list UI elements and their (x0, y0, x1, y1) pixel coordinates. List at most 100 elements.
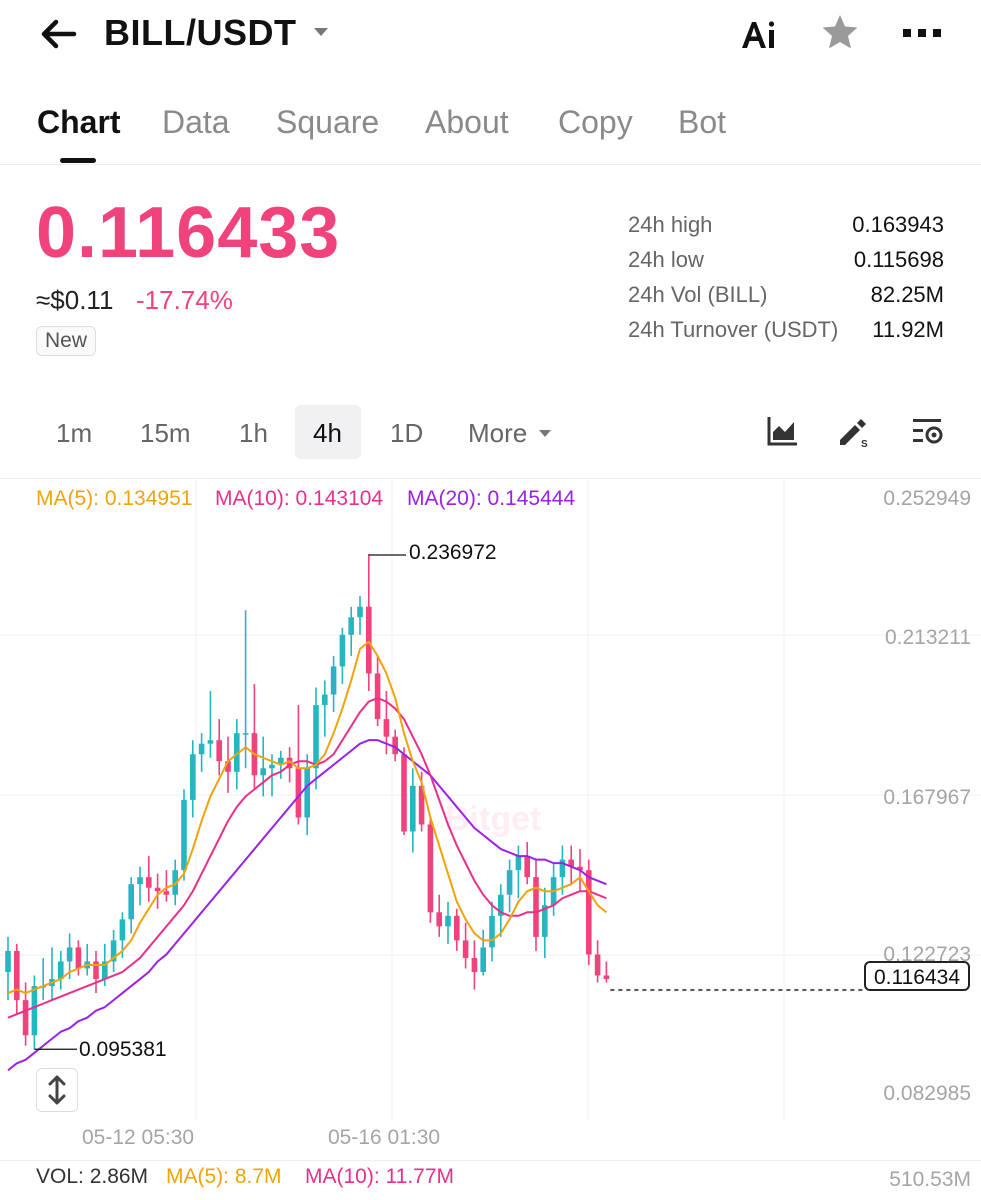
candle-down (286, 757, 293, 769)
timeframe-4h[interactable]: 4h (313, 418, 342, 448)
volume-legend: VOL: 2.86M (36, 1165, 149, 1188)
timeframe-1d[interactable]: 1D (390, 418, 424, 448)
candle-up (515, 856, 522, 871)
active-tab-indicator (60, 158, 96, 163)
candle-down (436, 912, 442, 927)
y-tick-label: 0.252949 (883, 487, 971, 510)
candle-down (418, 785, 425, 825)
candle-up (339, 634, 346, 667)
candle-up (330, 666, 337, 695)
candle-up (172, 870, 178, 895)
more-dropdown-caret-icon[interactable] (538, 428, 552, 438)
tab-square[interactable]: Square (276, 104, 380, 140)
candle-down (75, 947, 82, 969)
y-tick-label: 0.213211 (884, 626, 971, 649)
tab-copy[interactable]: Copy (558, 104, 633, 140)
candle-up (410, 785, 416, 832)
back-arrow-icon[interactable] (38, 14, 80, 54)
candle-down (524, 856, 530, 878)
ma5-legend: MA(5): 0.134951 (36, 487, 193, 510)
candle-up (506, 870, 513, 895)
candle-up (5, 950, 11, 973)
candle-up (137, 877, 143, 885)
tab-chart[interactable]: Chart (37, 104, 121, 140)
stat-24h-low-value: 0.115698 (853, 247, 944, 272)
candle-down (146, 877, 152, 888)
candle-down (366, 606, 372, 674)
candle-up (304, 768, 310, 818)
timeframe-more[interactable]: More (468, 418, 528, 448)
candle-down (295, 768, 302, 818)
vertical-arrows-icon (48, 1075, 66, 1105)
tab-data[interactable]: Data (162, 104, 230, 140)
candle-up (357, 606, 363, 618)
candle-up (480, 947, 486, 973)
candle-down (586, 870, 592, 955)
stat-24h-vol-value: 82.25M (870, 282, 944, 307)
pair-dropdown-caret-icon[interactable] (312, 25, 330, 39)
usd-equivalent: ≈$0.11 (36, 285, 114, 315)
y-tick-label: 0.082985 (883, 1082, 971, 1105)
candle-up (102, 961, 108, 980)
stat-24h-turnover-label: 24h Turnover (USDT) (628, 317, 839, 342)
stat-24h-high-label: 24h high (628, 212, 713, 237)
new-listing-badge: New (36, 326, 97, 356)
candle-down (93, 961, 99, 980)
candle-down (533, 877, 539, 937)
ma10-line (7, 697, 607, 1019)
stat-24h-high-value: 0.163943 (852, 212, 944, 237)
candle-up (234, 733, 240, 772)
favorite-star-icon[interactable] (820, 12, 860, 52)
candle-up (322, 694, 328, 706)
pair-title[interactable]: BILL/USDT (104, 12, 297, 53)
timeframe-active-bg (295, 405, 361, 459)
ai-assistant-icon[interactable] (740, 18, 780, 52)
candle-down (471, 957, 478, 973)
candle-down (401, 754, 407, 832)
top-bar: BILL/USDT (0, 0, 981, 70)
candle-up (128, 884, 134, 920)
candle-up (119, 919, 126, 941)
candle-up (66, 947, 73, 962)
volume-max-label: 510.53M (889, 1168, 971, 1191)
candle-up (190, 754, 196, 800)
current-price-tag[interactable]: 0.116434 (864, 961, 970, 991)
stat-24h-vol-label: 24h Vol (BILL) (628, 282, 768, 307)
candle-down (603, 975, 610, 980)
tab-about[interactable]: About (425, 104, 509, 140)
candle-up (31, 986, 38, 1036)
chart-type-icon[interactable] (766, 414, 800, 448)
timeframe-1h[interactable]: 1h (239, 418, 268, 448)
candle-up (445, 915, 451, 927)
tab-bot[interactable]: Bot (678, 104, 727, 140)
candle-up (181, 799, 187, 871)
timeframe-1m[interactable]: 1m (56, 418, 93, 448)
candle-down (392, 736, 398, 755)
candle-up (207, 740, 214, 744)
candle-up (559, 859, 566, 878)
watermark: Bitget (445, 800, 542, 838)
candle-down (594, 954, 601, 976)
candle-up (498, 894, 504, 916)
volume-ma10-legend: MA(10): 11.77M (305, 1165, 454, 1188)
price-scale-toggle[interactable] (36, 1068, 78, 1112)
candle-down (462, 940, 469, 958)
chart-settings-icon[interactable] (910, 414, 944, 448)
candle-down (374, 673, 381, 720)
price-change-percent: -17.74% (136, 285, 233, 315)
low-price-marker-label: 0.095381 (79, 1038, 167, 1061)
drawing-tool-icon[interactable]: S (836, 414, 870, 448)
candlestick-chart[interactable] (0, 480, 981, 1160)
timeframe-15m[interactable]: 15m (140, 418, 191, 448)
x-tick-label: 05-12 05:30 (82, 1126, 195, 1149)
high-price-marker-label: 0.236972 (409, 541, 497, 564)
y-tick-label: 0.122723 (883, 943, 971, 966)
candle-down (225, 761, 231, 772)
more-options-icon[interactable] (902, 26, 942, 40)
section-tabs: Chart Data Square About Copy Bot (0, 100, 981, 165)
candle-up (489, 915, 495, 948)
stat-24h-turnover-value: 11.92M (872, 317, 944, 342)
ma20-line (7, 739, 607, 1072)
candle-up (542, 905, 548, 937)
